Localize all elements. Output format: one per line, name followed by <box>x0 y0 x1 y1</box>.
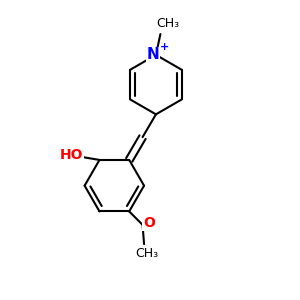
Text: CH₃: CH₃ <box>156 17 179 30</box>
Text: +: + <box>160 43 170 52</box>
Text: CH₃: CH₃ <box>136 247 159 260</box>
Text: O: O <box>143 216 155 230</box>
Text: HO: HO <box>59 148 83 163</box>
Text: N: N <box>147 47 159 62</box>
